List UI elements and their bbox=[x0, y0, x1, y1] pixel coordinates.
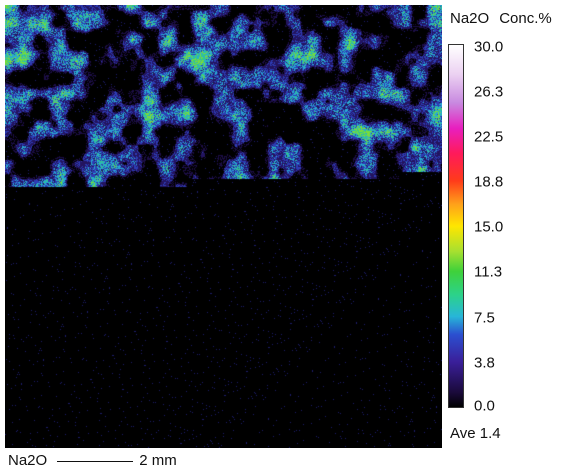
tick-label: 26.3 bbox=[474, 83, 504, 101]
color-scale-bar bbox=[448, 44, 464, 408]
legend-title: Na2O Conc.% bbox=[450, 10, 552, 27]
na2o-concentration-map bbox=[5, 5, 442, 448]
average-value: Ave 1.4 bbox=[450, 425, 501, 442]
tick-label: 15.0 bbox=[474, 218, 504, 236]
elemental-map-image bbox=[5, 5, 442, 448]
tick-label: 22.5 bbox=[474, 128, 504, 146]
tick-label: 0.0 bbox=[474, 397, 495, 415]
scale-bar-row: Na2O 2 mm bbox=[8, 452, 177, 469]
tick-label: 3.8 bbox=[474, 354, 495, 372]
legend-element: Na2O bbox=[450, 10, 490, 27]
tick-label: 30.0 bbox=[474, 38, 504, 56]
scale-element: Na2O bbox=[8, 452, 48, 469]
tick-label: 11.3 bbox=[474, 263, 503, 281]
tick-label: 18.8 bbox=[474, 173, 504, 191]
legend-unit: Conc.% bbox=[499, 10, 552, 27]
scale-length: 2 mm bbox=[139, 452, 177, 469]
tick-label: 7.5 bbox=[474, 309, 495, 327]
scale-bar-line bbox=[57, 460, 134, 462]
